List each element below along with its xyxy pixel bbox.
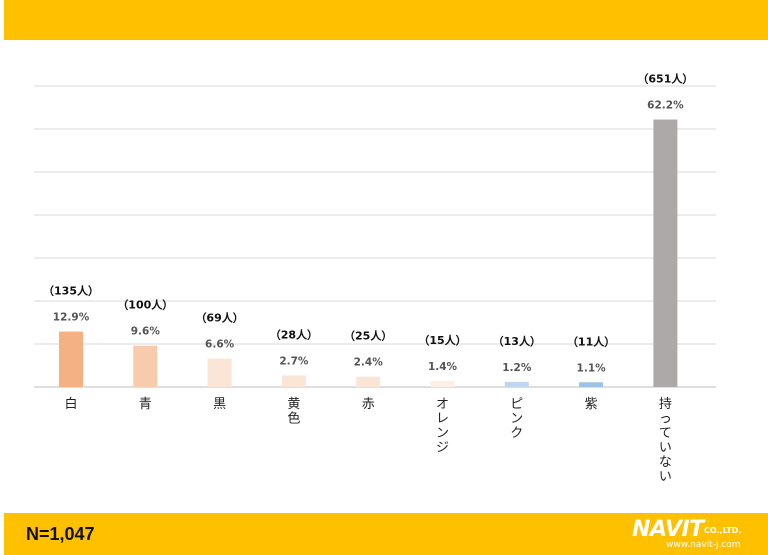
header-banner — [4, 0, 768, 40]
data-labels: 12.9% （135人） 9.6% （100人） 6.6% （69人） 2.7% （28人） 2… — [43, 72, 693, 375]
count-label: （25人） — [344, 329, 392, 343]
category-label: 持っていない — [659, 397, 672, 485]
navit-logo: NAVIT CO.,LTD. www.navit-j.com — [632, 517, 764, 551]
category-label: 黄色 — [287, 397, 300, 427]
bar-9 — [653, 119, 678, 387]
logo-wordmark: NAVIT — [632, 517, 704, 542]
category-label: 紫 — [585, 397, 598, 412]
count-label: （15人） — [418, 333, 466, 347]
value-label: 62.2% — [647, 100, 684, 112]
count-label: （11人） — [567, 334, 615, 348]
category-label: 白 — [64, 396, 77, 412]
category-label: 青 — [139, 397, 152, 412]
count-label: （100人） — [117, 298, 173, 312]
value-label: 1.2% — [502, 362, 532, 374]
category-label: 黒 — [213, 397, 226, 412]
logo-url: www.navit-j.com — [666, 540, 741, 550]
value-label: 2.7% — [279, 355, 309, 367]
bar-1 — [59, 331, 83, 387]
bar-5 — [356, 376, 381, 387]
bar-chart: 12.9% （135人） 9.6% （100人） 6.6% （69人） 2.7% （28人） 2… — [34, 72, 716, 485]
bar-7 — [504, 381, 529, 387]
bar-2 — [133, 345, 158, 387]
value-label: 1.1% — [577, 362, 607, 374]
bars — [59, 119, 678, 387]
sample-size-label: N=1,047 — [26, 524, 95, 544]
bar-6 — [430, 380, 455, 387]
count-label: （651人） — [637, 72, 693, 86]
bar-3 — [207, 358, 232, 387]
value-label: 12.9% — [53, 312, 90, 324]
bar-8 — [579, 382, 604, 387]
value-label: 9.6% — [131, 326, 161, 338]
category-label: 赤 — [362, 397, 375, 412]
value-label: 6.6% — [205, 339, 235, 351]
value-label: 1.4% — [428, 361, 458, 373]
logo-suffix: CO.,LTD. — [704, 526, 742, 535]
footer-banner — [4, 513, 768, 555]
category-label: オレンジ — [436, 397, 449, 456]
count-label: （13人） — [493, 334, 541, 348]
category-labels: 白 青 黒 黄色 赤 オレンジ ピンク 紫 持っていない — [64, 396, 671, 485]
count-label: （135人） — [43, 284, 99, 298]
count-label: （28人） — [270, 327, 318, 341]
value-label: 2.4% — [354, 357, 384, 369]
count-label: （69人） — [195, 311, 243, 325]
category-label: ピンク — [510, 397, 523, 441]
bar-4 — [281, 375, 306, 387]
